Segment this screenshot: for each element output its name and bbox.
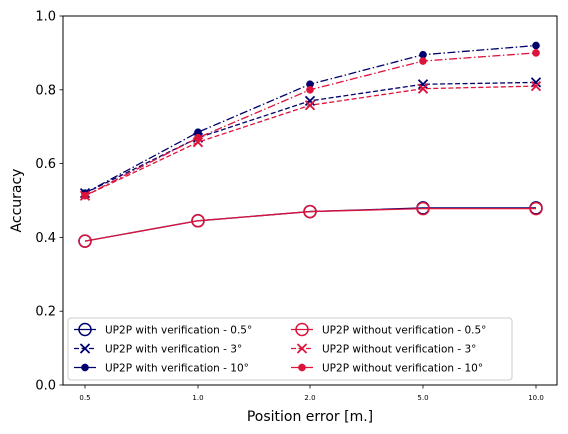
y-tick-label: 0.0 — [35, 379, 56, 394]
series-line — [84, 207, 536, 242]
data-point — [304, 95, 316, 107]
legend-label: UP2P with verification - 0.5° — [105, 325, 252, 337]
legend-marker — [296, 343, 308, 354]
x-tick-label: 10.0 — [528, 394, 544, 402]
x-tick-label: 2.0 — [304, 394, 315, 402]
y-tick-label: 0.6 — [35, 157, 56, 172]
y-tick-label: 0.8 — [35, 83, 56, 98]
data-point — [532, 49, 540, 57]
data-point — [304, 100, 316, 111]
y-tick-label: 0.2 — [35, 305, 56, 320]
y-tick-label: 0.4 — [35, 231, 56, 246]
legend-marker — [298, 363, 306, 372]
data-point — [417, 79, 429, 90]
data-point — [530, 77, 542, 88]
y-axis-label: Accuracy — [9, 169, 25, 233]
data-point — [532, 41, 540, 50]
legend-marker — [81, 363, 89, 372]
legend: UP2P with verification - 0.5° UP2P with v… — [67, 317, 513, 381]
data-point — [191, 214, 205, 228]
y-axis: 0.0 0.2 0.4 0.6 0.8 1.0 — [35, 10, 63, 394]
data-point — [81, 191, 89, 200]
legend-item: UP2P with verification - 3° — [74, 343, 242, 356]
legend-label: UP2P without verification - 10° — [322, 363, 483, 375]
series-line — [84, 207, 536, 242]
legend-item: UP2P with verification - 10° — [74, 363, 249, 375]
series-5 — [79, 80, 542, 201]
data-point — [78, 234, 92, 248]
x-tick-label: 0.5 — [79, 394, 90, 402]
series-line — [84, 44, 537, 194]
legend-item: UP2P with verification - 0.5° — [74, 322, 252, 337]
series-6 — [81, 49, 540, 200]
legend-item: UP2P without verification - 0.5° — [291, 322, 486, 337]
legend-label: UP2P without verification - 0.5° — [322, 325, 486, 337]
legend-label: UP2P without verification - 3° — [322, 344, 476, 356]
series-3 — [81, 41, 540, 197]
legend-label: UP2P with verification - 10° — [105, 363, 249, 375]
legend-label: UP2P with verification - 3° — [105, 344, 242, 356]
plot-content — [78, 41, 543, 248]
legend-marker — [79, 343, 91, 354]
data-point — [530, 80, 542, 92]
legend-item: UP2P without verification - 3° — [291, 343, 476, 356]
x-axis: 0.5 1.0 2.0 5.0 10.0 — [79, 385, 544, 402]
legend-box — [67, 317, 513, 381]
x-tick-label: 5.0 — [417, 394, 428, 402]
legend-item: UP2P without verification - 10° — [291, 363, 483, 375]
data-point — [303, 204, 317, 219]
data-point — [194, 133, 202, 142]
series-2 — [79, 77, 542, 199]
y-tick-label: 1.0 — [35, 10, 56, 25]
x-tick-label: 1.0 — [192, 394, 203, 402]
legend-marker — [78, 322, 92, 337]
legend-marker — [295, 322, 309, 337]
data-point — [417, 83, 429, 94]
series-4 — [78, 201, 543, 248]
data-point — [416, 201, 430, 216]
series-line — [84, 81, 537, 194]
series-line — [84, 52, 537, 197]
data-point — [419, 57, 427, 65]
x-axis-label: Position error [m.] — [247, 409, 373, 425]
data-point — [306, 85, 314, 94]
data-point — [529, 201, 543, 216]
